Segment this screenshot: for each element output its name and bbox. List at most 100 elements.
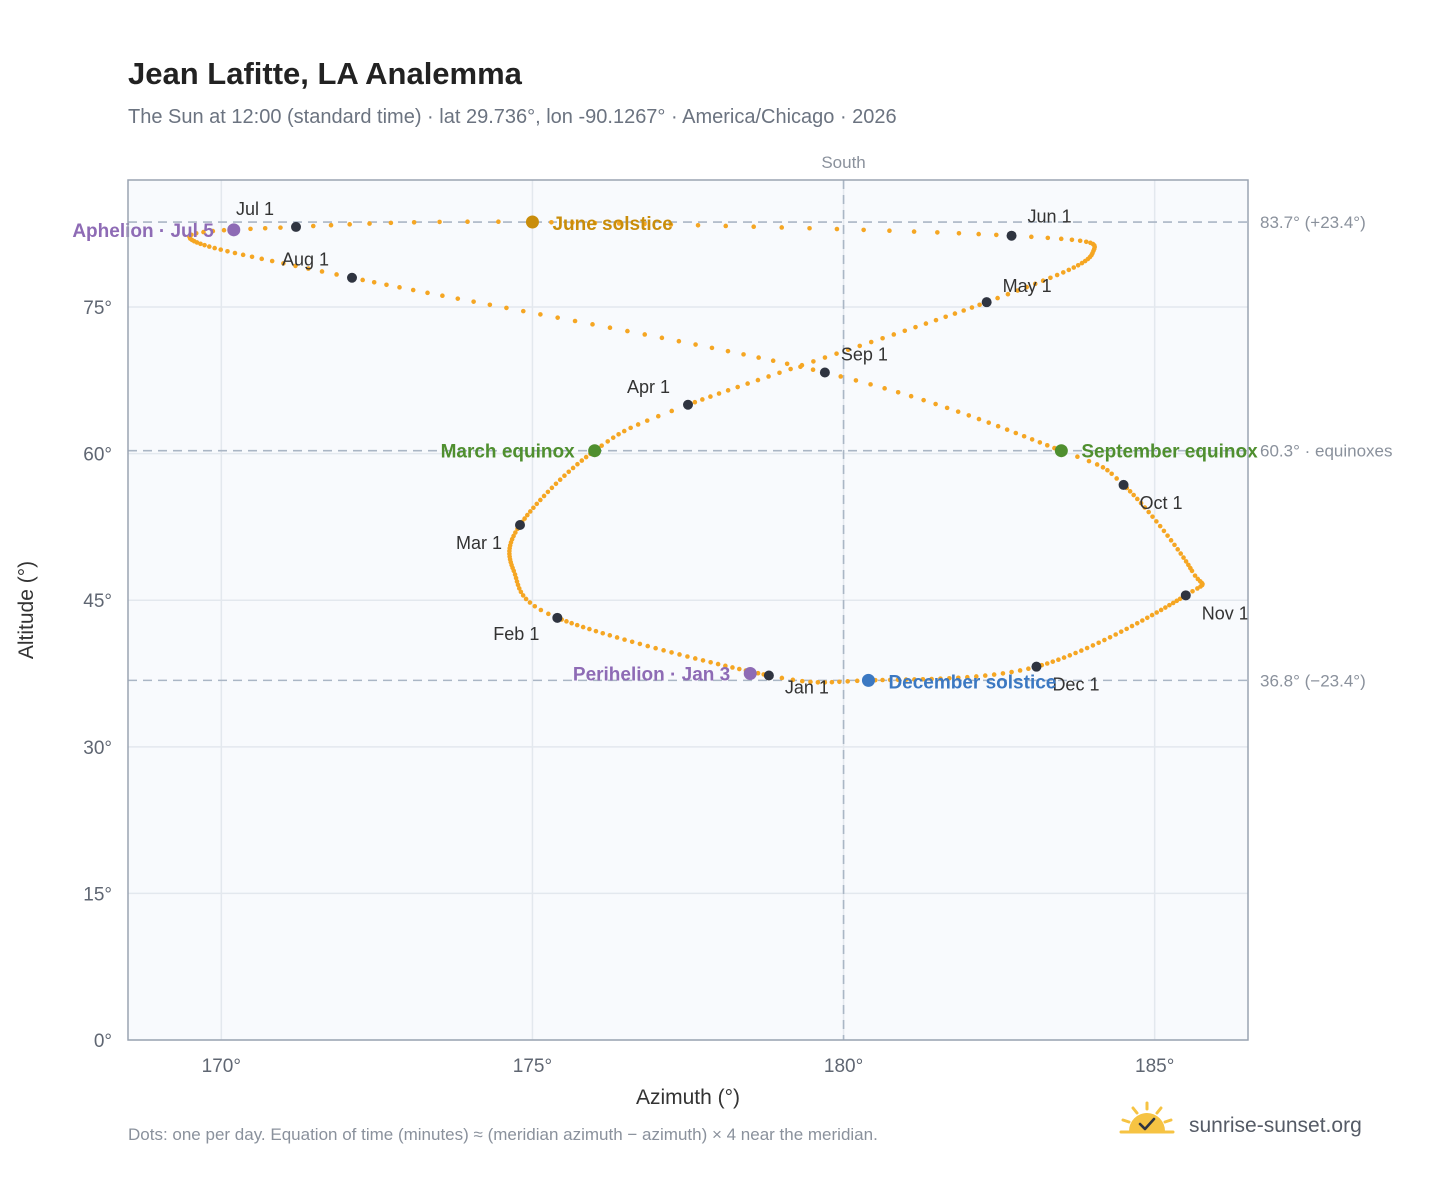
month-marker-dot	[981, 297, 992, 308]
daily-sun-dot	[1142, 505, 1148, 510]
event-marker-dot	[525, 215, 539, 229]
daily-sun-dot	[965, 674, 970, 680]
daily-sun-dot	[1157, 523, 1163, 529]
daily-sun-dot	[1073, 650, 1078, 656]
x-tick-label: 185°	[1135, 1056, 1174, 1077]
month-marker-label: Dec 1	[1052, 675, 1099, 695]
daily-sun-dot	[562, 473, 567, 479]
daily-sun-dot	[709, 345, 715, 351]
month-marker-dot	[347, 272, 357, 283]
daily-sun-dot	[513, 530, 518, 535]
daily-sun-dot	[248, 226, 253, 232]
daily-sun-dot	[1084, 645, 1090, 651]
daily-sun-dot	[496, 219, 501, 225]
daily-sun-dot	[920, 676, 926, 682]
daily-sun-dot	[1067, 653, 1073, 658]
daily-sun-dot	[1061, 655, 1067, 660]
daily-sun-dot	[1050, 659, 1056, 664]
daily-sun-dot	[1086, 458, 1092, 464]
daily-sun-dot	[1127, 489, 1133, 494]
daily-sun-dot	[956, 675, 961, 681]
daily-sun-dot	[976, 416, 982, 422]
y-tick-label: 15°	[83, 884, 112, 905]
event-marker-label: Aphelion · Jul 5	[72, 221, 214, 242]
daily-sun-dot	[1195, 586, 1200, 591]
daily-sun-dot	[1096, 640, 1101, 646]
brand-logo[interactable]: sunrise-sunset.org	[1119, 1101, 1362, 1137]
daily-sun-dot	[310, 223, 316, 229]
daily-sun-dot	[1192, 573, 1198, 578]
daily-sun-dot	[616, 221, 622, 226]
daily-sun-dot	[973, 674, 979, 679]
event-marker-dot	[743, 667, 757, 681]
daily-sun-dot	[210, 228, 216, 234]
daily-sun-dot	[692, 656, 698, 661]
footnote: Dots: one per day. Equation of time (min…	[128, 1125, 878, 1144]
daily-sun-dot	[1190, 588, 1195, 594]
daily-sun-dot	[908, 393, 914, 399]
daily-sun-dot	[1090, 643, 1096, 648]
daily-sun-dot	[637, 641, 643, 647]
daily-sun-dot	[575, 461, 580, 467]
daily-sun-dot	[605, 439, 611, 444]
daily-sun-dot	[629, 639, 635, 645]
daily-sun-dot	[1189, 568, 1195, 574]
daily-sun-dot	[799, 678, 805, 684]
axis-ticks: 170° 175° 180° 185° 0° 15° 30° 45° 60° 75°	[83, 298, 1174, 1077]
daily-sun-dot	[961, 308, 966, 313]
daily-sun-dot	[570, 220, 575, 225]
daily-sun-dot	[891, 332, 897, 337]
daily-sun-dot	[1174, 598, 1180, 604]
daily-sun-dot	[590, 322, 595, 327]
daily-sun-dot	[1094, 462, 1100, 467]
y-tick-label: 0°	[94, 1031, 112, 1052]
daily-sun-dot	[592, 220, 598, 226]
daily-sun-dot	[887, 228, 892, 234]
daily-sun-dot	[574, 622, 580, 628]
daily-sun-dot	[1181, 555, 1186, 560]
daily-sun-dot	[1045, 235, 1051, 241]
daily-sun-dot	[1058, 236, 1064, 242]
daily-sun-dot	[895, 677, 901, 683]
plot-frame	[127, 179, 1249, 1041]
daily-sun-dot	[347, 222, 352, 227]
daily-sun-dot	[943, 314, 948, 320]
daily-sun-dot	[913, 324, 918, 330]
daily-sun-dot	[668, 222, 674, 227]
month-marker-dot	[1118, 479, 1129, 490]
daily-sun-dot	[1009, 669, 1014, 675]
daily-sun-dot	[293, 263, 298, 269]
daily-sun-dot	[202, 242, 207, 248]
daily-sun-dot	[1004, 427, 1010, 432]
daily-sun-dot	[1024, 284, 1030, 290]
event-marker-label: June solstice	[552, 214, 672, 235]
daily-sun-dot	[525, 512, 530, 518]
daily-sun-dot	[1088, 240, 1093, 246]
daily-sun-dot	[784, 361, 790, 367]
daily-sun-dot	[527, 600, 533, 605]
daily-sun-dot	[240, 252, 246, 258]
y-axis-label: Altitude (°)	[15, 561, 38, 659]
daily-sun-dot	[583, 454, 589, 460]
daily-sun-dot	[669, 408, 675, 414]
daily-sun-dot	[923, 321, 929, 326]
daily-sun-dot	[1167, 602, 1172, 608]
daily-sun-dot	[360, 277, 365, 283]
event-markers: June solstice December solstice March equi…	[72, 214, 1258, 693]
daily-sun-dot	[751, 224, 757, 229]
daily-sun-dot	[522, 516, 527, 521]
daily-sun-dot	[845, 679, 850, 684]
daily-sun-dot	[1005, 291, 1011, 297]
daily-sun-dot	[966, 413, 972, 418]
daily-sun-dot	[766, 374, 771, 379]
daily-sun-dot	[545, 489, 551, 495]
x-tick-label: 180°	[824, 1056, 863, 1077]
month-marker-label: Jun 1	[1028, 207, 1072, 227]
daily-sun-dot	[249, 254, 255, 260]
daily-sun-dot	[779, 675, 785, 681]
daily-sun-dot	[853, 378, 859, 383]
daily-sun-dot	[735, 384, 740, 390]
daily-sun-dot	[269, 258, 275, 264]
month-marker-dot	[1031, 661, 1042, 672]
